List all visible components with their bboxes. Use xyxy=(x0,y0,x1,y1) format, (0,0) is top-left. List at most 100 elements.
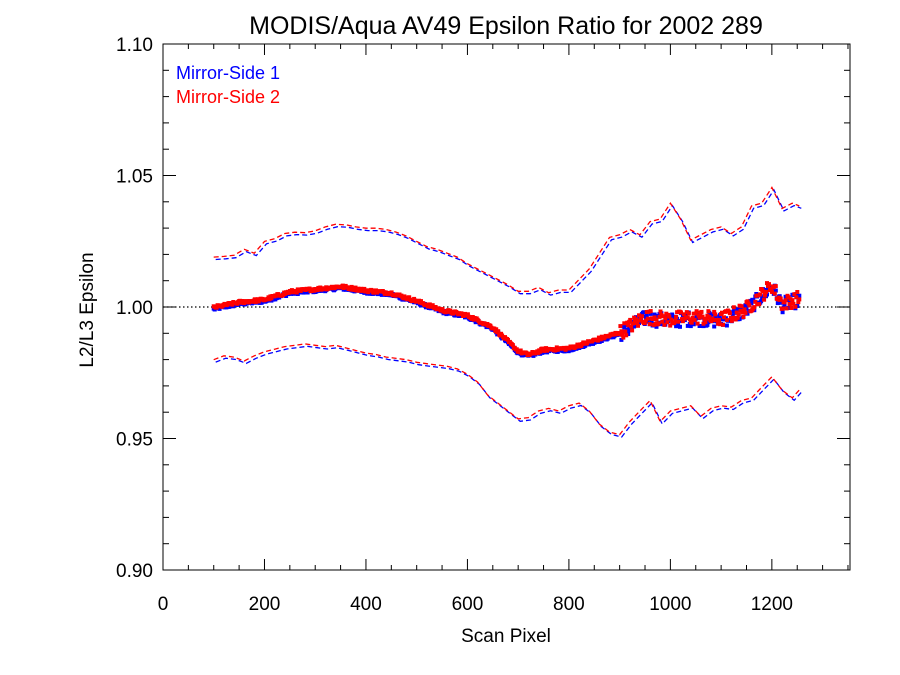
data-point xyxy=(635,321,639,325)
data-point xyxy=(793,304,798,309)
data-point xyxy=(772,291,777,296)
data-point xyxy=(430,303,435,308)
data-point xyxy=(407,295,412,300)
data-point xyxy=(686,311,691,316)
data-point xyxy=(622,325,627,330)
data-point xyxy=(678,324,682,329)
data-point xyxy=(796,300,801,305)
data-point xyxy=(759,299,764,304)
data-point xyxy=(389,290,394,295)
data-point xyxy=(605,336,610,341)
legend-entry-ms1: Mirror-Side 1 xyxy=(176,63,280,83)
chart-title: MODIS/Aqua AV49 Epsilon Ratio for 2002 2… xyxy=(249,12,763,40)
upper-bound-line xyxy=(213,186,800,294)
data-point xyxy=(674,324,679,329)
upper-bound-line xyxy=(215,188,802,296)
data-point xyxy=(619,337,624,342)
data-point xyxy=(782,300,787,305)
bound-lines xyxy=(213,186,802,438)
data-point xyxy=(619,329,624,334)
data-point xyxy=(746,301,751,306)
data-point xyxy=(693,311,698,316)
data-point xyxy=(694,309,699,314)
legend-entry-ms2: Mirror-Side 2 xyxy=(176,87,280,107)
data-point xyxy=(734,310,739,315)
data-point xyxy=(269,296,274,301)
data-point xyxy=(701,324,706,329)
data-point xyxy=(797,293,802,298)
x-tick-label: 400 xyxy=(350,594,382,615)
data-point xyxy=(773,284,778,289)
data-point xyxy=(769,289,774,294)
data-point xyxy=(538,349,543,354)
data-point xyxy=(730,313,735,318)
data-point xyxy=(762,297,767,302)
data-point xyxy=(648,309,653,314)
data-point xyxy=(679,310,683,315)
data-point xyxy=(711,318,716,322)
data-point xyxy=(652,312,657,317)
data-point xyxy=(794,295,799,300)
data-point xyxy=(681,312,686,317)
data-point xyxy=(658,309,663,314)
data-point xyxy=(761,289,766,294)
data-point xyxy=(724,318,729,323)
data-point xyxy=(667,314,672,319)
data-point xyxy=(634,317,638,322)
data-point xyxy=(510,343,515,348)
data-point xyxy=(712,309,717,314)
data-point xyxy=(307,286,312,291)
data-points xyxy=(211,281,802,358)
data-point xyxy=(768,286,773,291)
data-point xyxy=(349,284,354,289)
data-point xyxy=(648,311,653,316)
x-tick-label: 600 xyxy=(452,594,484,615)
data-point xyxy=(773,288,778,293)
data-point xyxy=(731,305,736,310)
data-point xyxy=(697,315,702,320)
data-point xyxy=(763,293,767,298)
data-point xyxy=(722,315,726,320)
data-point xyxy=(696,313,701,318)
data-point xyxy=(764,289,768,294)
y-tick-label: 1.00 xyxy=(116,298,153,319)
data-point xyxy=(792,292,797,297)
data-point xyxy=(791,301,796,306)
y-tick-label: 1.05 xyxy=(116,167,153,188)
data-point xyxy=(644,313,649,318)
data-point xyxy=(641,310,646,315)
data-point xyxy=(680,319,685,324)
data-point xyxy=(749,301,754,306)
data-point xyxy=(745,299,750,304)
data-point xyxy=(752,305,757,310)
data-point xyxy=(736,312,741,317)
data-point xyxy=(642,320,647,325)
data-point xyxy=(720,310,724,315)
data-point xyxy=(707,315,712,319)
data-point xyxy=(636,323,640,328)
data-point xyxy=(689,320,694,325)
y-tick-label: 0.90 xyxy=(116,561,153,582)
data-point xyxy=(782,302,787,307)
data-point xyxy=(630,328,635,333)
data-point xyxy=(790,298,795,303)
y-tick-label: 1.10 xyxy=(116,35,153,56)
data-point xyxy=(669,317,674,322)
legend: Mirror-Side 1 Mirror-Side 2 xyxy=(176,63,280,107)
data-point xyxy=(742,307,747,312)
data-point xyxy=(624,333,629,338)
data-point xyxy=(783,298,788,303)
data-point xyxy=(767,282,771,287)
data-point xyxy=(758,292,763,297)
data-point xyxy=(628,317,633,322)
data-point xyxy=(780,306,785,311)
data-point xyxy=(695,321,700,326)
data-point xyxy=(665,320,670,325)
data-point xyxy=(705,322,710,327)
data-point xyxy=(618,324,623,329)
data-point xyxy=(775,301,780,306)
data-point xyxy=(353,285,358,290)
x-tick-label: 1000 xyxy=(649,594,691,615)
x-tick-label: 800 xyxy=(553,594,585,615)
